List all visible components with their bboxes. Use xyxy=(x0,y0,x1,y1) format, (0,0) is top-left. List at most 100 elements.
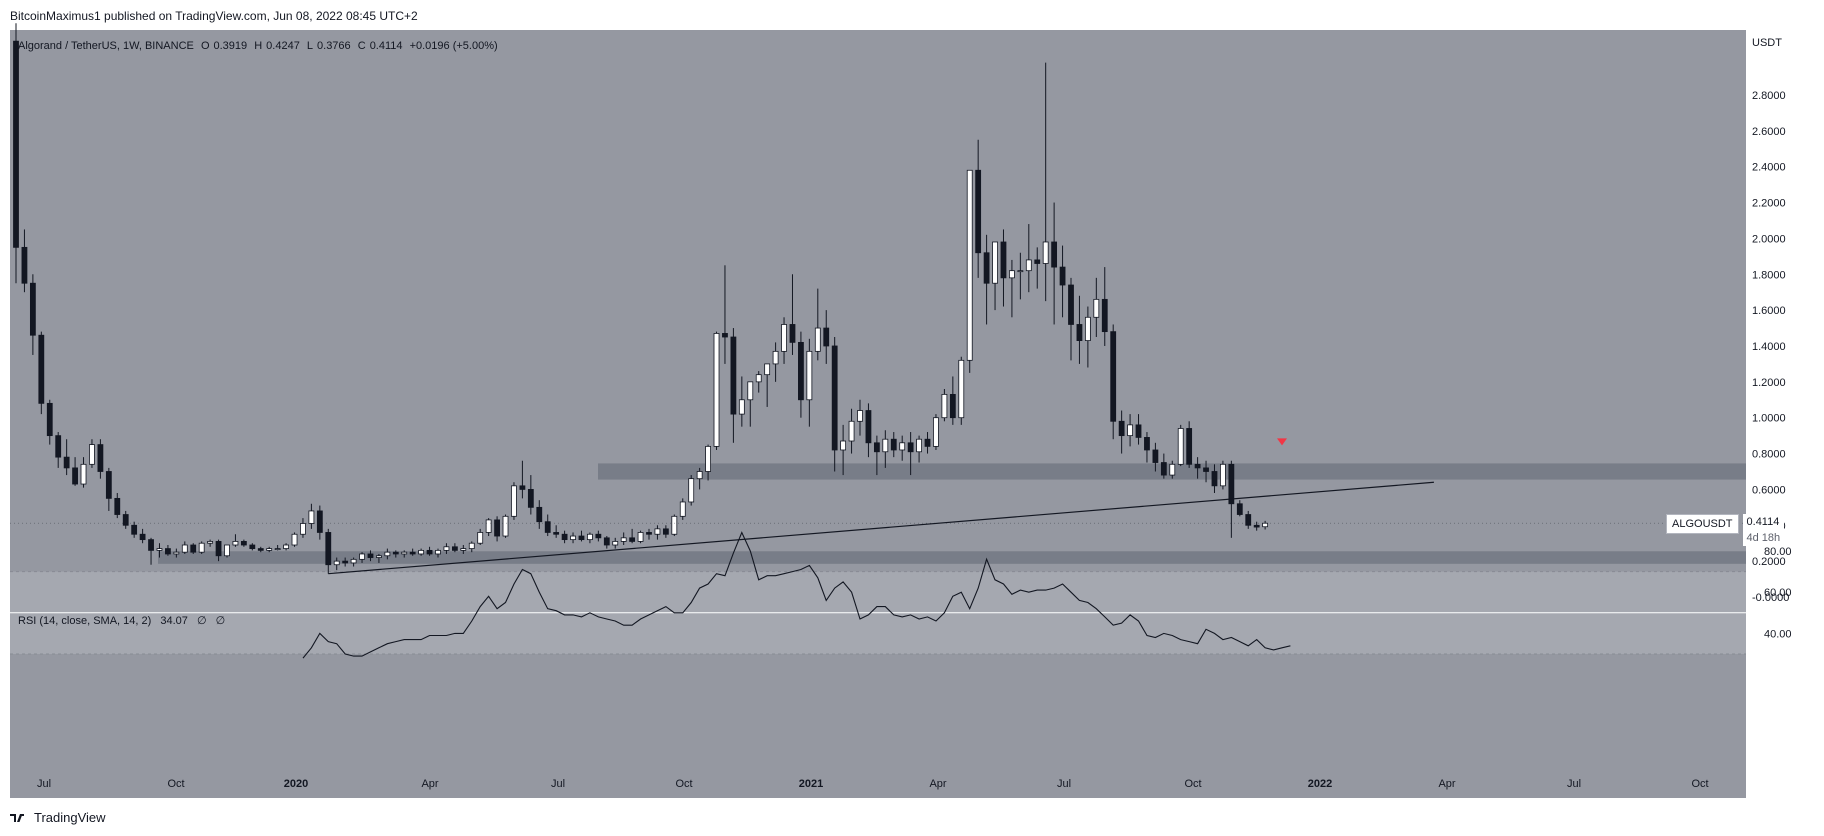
candle xyxy=(350,558,357,564)
candle xyxy=(798,341,804,401)
change-value: +0.0196 (+5.00%) xyxy=(409,40,498,52)
symbol-title[interactable]: Algorand / TetherUS, 1W, BINANCE xyxy=(18,40,194,52)
rsi-line[interactable] xyxy=(302,531,1291,659)
candle xyxy=(705,445,711,472)
candle xyxy=(1059,266,1066,286)
candle xyxy=(578,535,585,541)
candle xyxy=(38,334,45,404)
candle xyxy=(511,485,517,517)
candle xyxy=(1186,428,1193,465)
price-tick-label: 2.6000 xyxy=(1752,126,1786,138)
candle xyxy=(1177,428,1184,465)
time-tick-label: 2022 xyxy=(1308,778,1332,790)
candle xyxy=(232,541,239,546)
candle xyxy=(1228,463,1235,505)
candle xyxy=(806,350,813,401)
candle xyxy=(1211,471,1218,487)
rsi-ma2: ∅ xyxy=(215,615,226,627)
candle xyxy=(266,548,273,551)
candle xyxy=(72,467,78,485)
candle xyxy=(215,541,222,557)
time-tick-label: Oct xyxy=(675,778,692,790)
price-tick-label: 1.0000 xyxy=(1752,413,1786,425)
candle xyxy=(696,471,703,480)
candle xyxy=(181,544,188,553)
candle xyxy=(603,537,610,546)
candle xyxy=(823,327,830,347)
candle xyxy=(342,560,349,564)
candle xyxy=(105,471,112,499)
candle xyxy=(13,40,19,248)
candle xyxy=(114,497,121,515)
candle xyxy=(367,553,374,558)
candle xyxy=(249,544,256,549)
candle xyxy=(131,524,138,535)
rsi-label[interactable]: RSI (14, close, SMA, 14, 2) xyxy=(18,615,152,627)
candle xyxy=(865,410,872,444)
price-tick-label: 1.8000 xyxy=(1752,269,1786,281)
trendline[interactable] xyxy=(328,481,1434,575)
candle xyxy=(291,533,298,546)
candle xyxy=(240,541,247,546)
candle xyxy=(426,549,433,555)
candle xyxy=(840,440,847,451)
candle xyxy=(165,548,171,555)
candle xyxy=(722,333,728,338)
candle xyxy=(561,533,568,541)
symbol-legend: Algorand / TetherUS, 1W, BINANCE O 0.3919… xyxy=(18,40,502,52)
candle xyxy=(1101,298,1108,333)
candle xyxy=(21,246,28,284)
candle xyxy=(646,532,652,535)
candle xyxy=(747,381,754,401)
time-tick-label: Oct xyxy=(1691,778,1708,790)
candle xyxy=(949,393,956,419)
candle xyxy=(637,532,644,542)
time-axis[interactable] xyxy=(10,771,1746,798)
candle xyxy=(1253,524,1260,528)
price-tick-label: -0.0000 xyxy=(1752,592,1789,604)
candle xyxy=(764,363,771,376)
candle xyxy=(755,374,762,383)
candle xyxy=(1051,241,1058,268)
time-tick-label: 2020 xyxy=(284,778,308,790)
candle xyxy=(1144,437,1150,451)
price-axis[interactable] xyxy=(1746,30,1824,798)
price-tick-label: 1.2000 xyxy=(1752,377,1786,389)
price-tick-label: 0.6000 xyxy=(1752,484,1786,496)
rsi-tick-label: 60.00 xyxy=(1764,587,1792,599)
chart-frame[interactable] xyxy=(10,30,1795,798)
candle xyxy=(1220,463,1226,487)
candle xyxy=(873,442,880,453)
candle xyxy=(139,533,146,541)
price-tag-countdown: 4d 18h xyxy=(1742,530,1785,546)
price-tick-label: 2.2000 xyxy=(1752,198,1786,210)
time-tick-label: Oct xyxy=(1184,778,1201,790)
time-tick-label: Jul xyxy=(1057,778,1071,790)
candle xyxy=(1000,241,1007,279)
candle xyxy=(316,510,323,533)
candle xyxy=(536,506,543,523)
price-tick-label: 2.8000 xyxy=(1752,90,1786,102)
candle xyxy=(494,519,500,537)
close-label: C xyxy=(357,40,366,52)
candle xyxy=(435,549,441,555)
candle xyxy=(1245,514,1252,526)
candle xyxy=(958,359,965,419)
candle xyxy=(966,169,973,361)
candle xyxy=(975,169,982,254)
candle xyxy=(1127,424,1133,437)
price-tag: ALGOUSDT 0.4114 4d 18h xyxy=(1666,514,1785,546)
candle xyxy=(460,548,467,551)
candle xyxy=(333,560,340,566)
candle xyxy=(924,438,931,447)
candle xyxy=(1262,522,1269,528)
price-tick-label: 0.2000 xyxy=(1752,556,1786,568)
price-tag-value: 0.4114 xyxy=(1742,514,1785,530)
footer-brand[interactable]: TradingView xyxy=(34,810,106,825)
time-tick-label: Apr xyxy=(929,778,946,790)
candle xyxy=(595,533,602,539)
publisher-line: BitcoinMaximus1 published on TradingView… xyxy=(10,9,418,23)
candle xyxy=(814,327,821,352)
candle xyxy=(1068,284,1074,325)
